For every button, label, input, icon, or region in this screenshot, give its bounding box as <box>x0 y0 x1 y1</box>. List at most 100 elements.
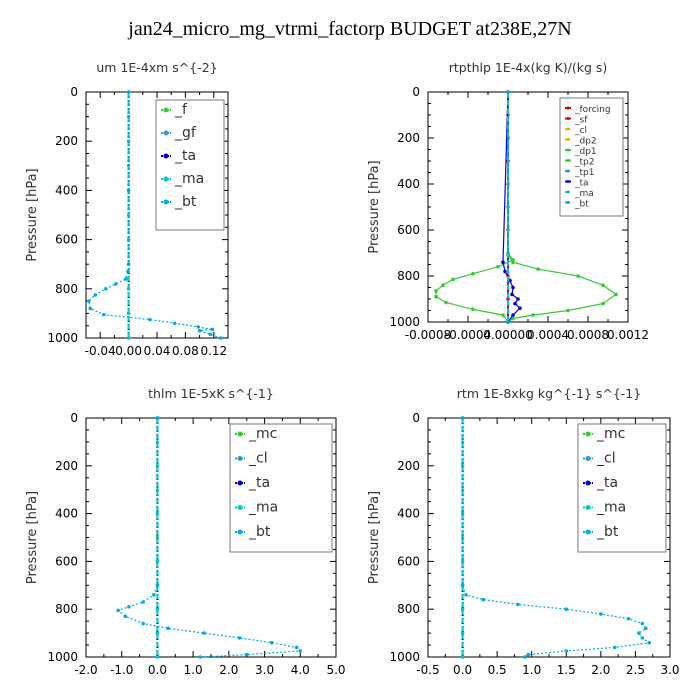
y-tick-label: 1000 <box>389 650 420 664</box>
series-line-bt <box>88 92 222 339</box>
legend-label: _cl <box>596 451 616 467</box>
data-point <box>434 294 438 299</box>
data-point <box>444 300 448 305</box>
y-tick-label: 200 <box>397 459 420 473</box>
data-point <box>526 652 531 657</box>
legend-marker <box>566 159 570 162</box>
legend-label: _ta <box>574 179 589 189</box>
data-point <box>501 313 505 317</box>
x-tick-label: -0.0004 <box>445 328 491 342</box>
legend-label: _f <box>174 102 188 118</box>
data-point <box>640 621 645 626</box>
panel-rtm: rtm 1E-8xkg kg^{-1} s^{-1} Pressure [hPa]… <box>367 386 680 677</box>
x-tick-label: 0.0012 <box>607 328 649 342</box>
x-tick-label: 2.0 <box>219 663 238 677</box>
legend-marker <box>163 130 169 136</box>
x-tick-label: -0.04 <box>85 344 116 358</box>
y-tick-label: 800 <box>55 602 78 616</box>
data-point <box>101 312 106 317</box>
legend-label: _mc <box>248 426 277 442</box>
data-point <box>126 188 131 193</box>
x-tick-label: 1.0 <box>184 663 203 677</box>
plot-title: um 1E-4xm s^{-2} <box>96 60 217 75</box>
data-point <box>123 277 128 281</box>
data-point <box>564 649 569 653</box>
legend-label: _ta <box>174 148 196 164</box>
panel-rtpthlp: rtpthlp 1E-4x(kg K)/(kg s) Pressure [hPa]… <box>367 60 649 342</box>
data-point <box>637 631 641 635</box>
data-point <box>127 238 131 242</box>
data-point <box>460 631 465 635</box>
legend-marker <box>237 529 243 535</box>
data-point <box>196 325 200 329</box>
data-point <box>197 328 202 333</box>
data-point <box>601 283 605 288</box>
x-tick-label: 0.00 <box>115 344 142 358</box>
data-point <box>155 631 160 635</box>
x-tick-label: -0.5 <box>416 663 439 677</box>
legend-label: _forcing <box>574 105 611 115</box>
x-tick-label: 0.5 <box>488 663 507 677</box>
data-point <box>269 640 274 645</box>
data-point <box>210 327 215 332</box>
y-tick-label: 200 <box>55 134 78 148</box>
data-point <box>155 511 160 516</box>
data-point <box>503 269 507 274</box>
legend-label: _ta <box>248 475 270 491</box>
legend-marker <box>566 117 570 120</box>
y-tick-label: 200 <box>397 131 420 145</box>
data-point <box>126 90 131 94</box>
x-tick-label: -0.0008 <box>405 328 451 342</box>
legend-label: _ma <box>174 171 204 187</box>
legend: _forcing_sf_cl_dp2_dp1_tp2_tp1_ta_ma_bt <box>559 97 624 217</box>
y-axis-label: Pressure [hPa] <box>25 168 40 261</box>
x-tick-label: 5.0 <box>326 663 345 677</box>
data-point <box>511 316 515 321</box>
legend-label: _bt <box>596 524 619 540</box>
y-tick-label: 1000 <box>47 650 78 664</box>
legend-marker <box>163 176 169 182</box>
y-tick-label: 0 <box>70 411 78 425</box>
legend-marker <box>585 431 591 437</box>
legend-label: _cl <box>574 126 587 136</box>
data-point <box>152 593 156 597</box>
x-tick-label: 4.0 <box>291 663 310 677</box>
legend-marker <box>566 127 570 131</box>
data-point <box>460 583 465 588</box>
data-point <box>506 205 510 209</box>
data-point <box>155 607 160 611</box>
data-point <box>460 559 465 564</box>
legend-marker <box>585 456 591 461</box>
data-point <box>647 640 652 645</box>
data-point <box>460 607 465 611</box>
legend-label: _dp2 <box>574 137 597 147</box>
x-tick-label: 0.08 <box>172 344 199 358</box>
data-point <box>460 416 465 420</box>
legend-box <box>155 99 225 231</box>
data-point <box>116 608 120 613</box>
data-point <box>93 293 98 297</box>
data-point <box>508 278 512 283</box>
legend-label: _bt <box>574 200 589 210</box>
data-point <box>155 559 160 564</box>
data-point <box>244 652 249 657</box>
x-tick-label: 0.0004 <box>527 328 569 342</box>
data-point <box>202 631 206 635</box>
legend-marker <box>585 480 591 486</box>
page-title: jan24_micro_mg_vtrmi_factorp BUDGET at23… <box>128 18 572 40</box>
data-point <box>464 593 468 597</box>
legend-label: _bt <box>174 194 197 210</box>
data-point <box>614 292 618 297</box>
legend-marker <box>163 153 169 159</box>
data-point <box>506 297 510 301</box>
data-point <box>506 320 510 324</box>
y-axis-label: Pressure [hPa] <box>367 160 382 253</box>
legend-marker <box>566 190 570 194</box>
legend-marker <box>237 456 243 461</box>
data-point <box>434 289 438 293</box>
data-point <box>298 649 303 653</box>
legend-label: _ma <box>248 500 278 516</box>
legend-box <box>577 423 667 553</box>
y-tick-label: 800 <box>397 269 420 283</box>
x-tick-label: 2.5 <box>626 663 645 677</box>
